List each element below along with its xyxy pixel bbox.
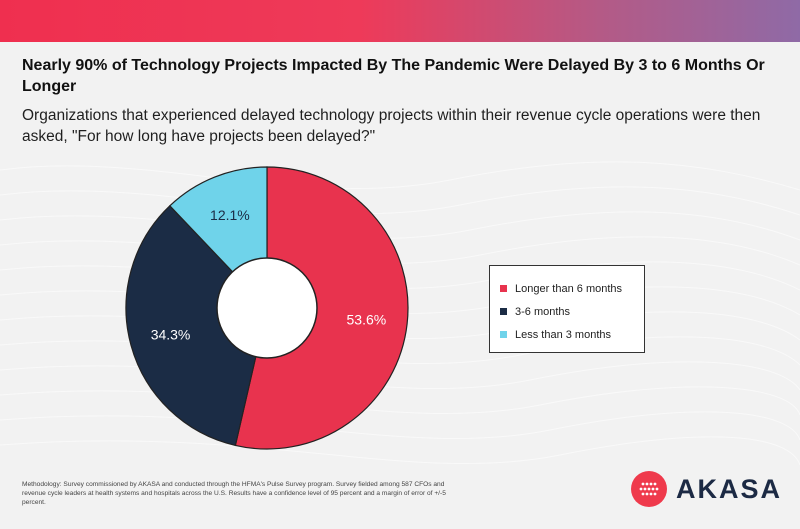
slice-label-3: 12.1%	[210, 207, 250, 223]
slice-label-2: 34.3%	[151, 326, 191, 342]
donut-hole	[216, 257, 318, 359]
slice-label-1: 53.6%	[347, 311, 387, 327]
chart-legend: Longer than 6 months 3-6 months Less than …	[489, 265, 645, 353]
legend-item: Less than 3 months	[500, 323, 644, 346]
legend-label: Longer than 6 months	[515, 282, 623, 295]
akasa-logo-icon	[631, 471, 667, 507]
donut-slice-2	[125, 204, 268, 447]
legend-item: Longer than 6 months	[500, 277, 644, 300]
header-gradient-bar	[0, 0, 800, 42]
legend-swatch	[500, 308, 507, 315]
methodology-footnote: Methodology: Survey commissioned by AKAS…	[22, 481, 446, 506]
legend-label: Less than 3 months	[515, 328, 612, 341]
legend-item: 3-6 months	[500, 300, 644, 323]
legend-swatch	[500, 331, 507, 338]
legend-swatch	[500, 285, 507, 292]
akasa-logo: AKASA	[631, 471, 782, 507]
akasa-logo-wordmark: AKASA	[676, 473, 783, 504]
legend-label: 3-6 months	[515, 305, 571, 318]
donut-slice-1	[234, 166, 409, 450]
chart-title: Nearly 90% of Technology Projects Impact…	[22, 57, 765, 95]
chart-subtitle: Organizations that experienced delayed t…	[22, 107, 761, 145]
